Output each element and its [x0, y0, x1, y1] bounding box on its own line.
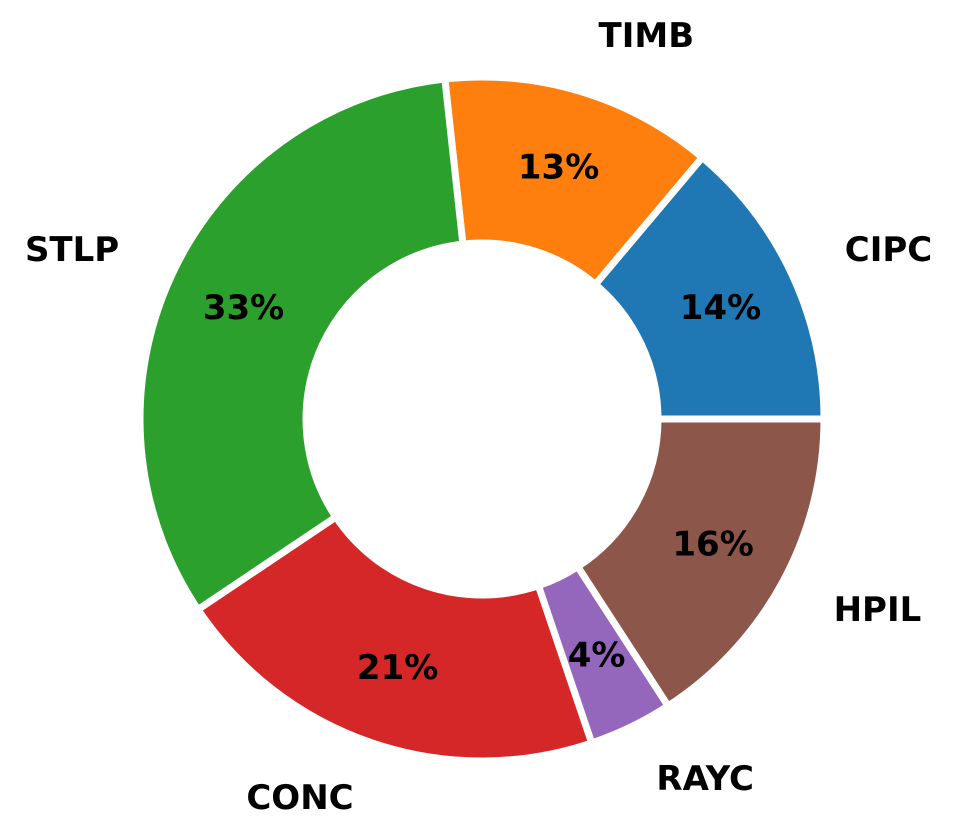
percent-label-cipc: 14% — [680, 288, 761, 328]
slice-timb — [440, 73, 708, 290]
slice-hpil — [572, 415, 828, 711]
category-label-stlp: STLP — [25, 230, 119, 270]
category-label-hpil: HPIL — [834, 590, 922, 630]
category-label-rayc: RAYC — [656, 759, 754, 799]
percent-label-stlp: 33% — [203, 288, 284, 328]
slices-group — [136, 73, 828, 765]
slice-conc — [193, 512, 597, 765]
category-label-conc: CONC — [246, 778, 353, 818]
percent-label-conc: 21% — [357, 648, 438, 688]
percent-label-rayc: 4% — [568, 636, 626, 676]
percent-labels-group: 14% 13% 33% 21% 4% 16% — [203, 147, 761, 688]
category-label-timb: TIMB — [599, 16, 695, 56]
slice-stlp — [136, 75, 467, 615]
category-labels-group: CIPC TIMB STLP CONC RAYC HPIL — [25, 16, 932, 818]
percent-label-hpil: 16% — [672, 525, 753, 565]
slice-cipc — [590, 152, 828, 423]
category-label-cipc: CIPC — [845, 230, 932, 270]
percent-label-timb: 13% — [518, 147, 599, 187]
